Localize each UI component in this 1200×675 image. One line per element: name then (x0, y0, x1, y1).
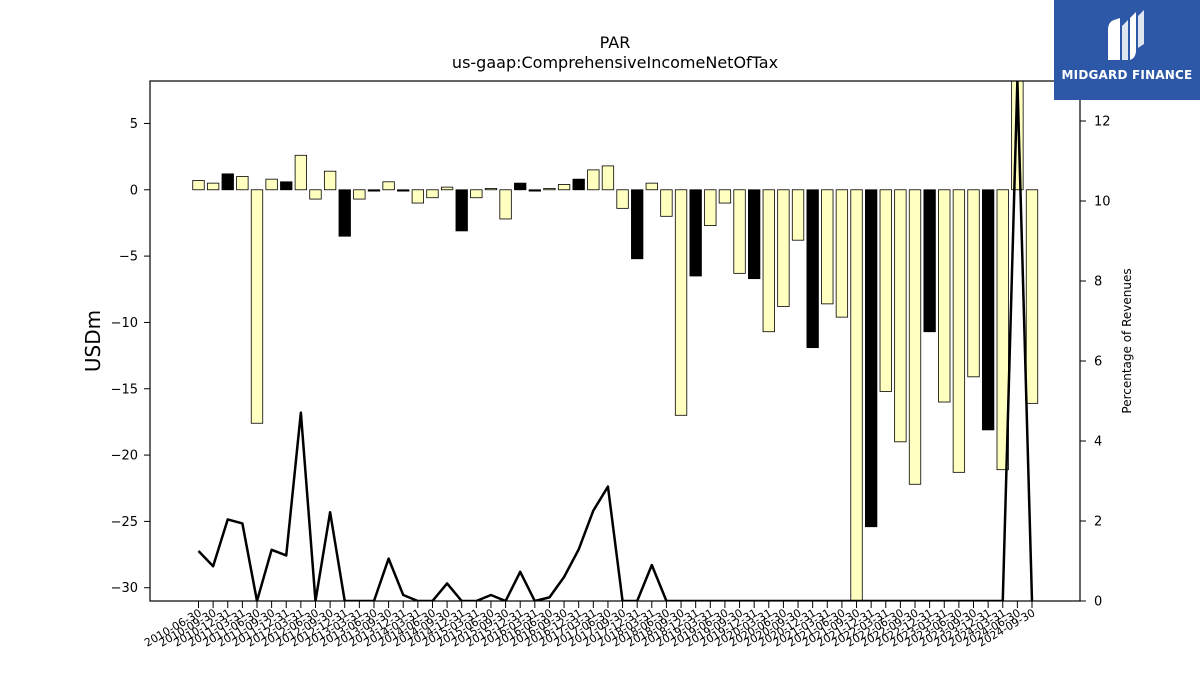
bar-2020-03-31 (762, 189, 775, 333)
bar-2020-12-31 (806, 189, 819, 349)
bar-2024-06-30 (1011, 81, 1024, 191)
y2-tick-label: 10 (1094, 195, 1111, 210)
bar-2023-09-30 (967, 189, 980, 378)
bar-2022-03-31 (879, 189, 892, 392)
bar-2012-12-31 (338, 189, 351, 237)
bar-2018-12-31 (689, 189, 702, 277)
y2-axis-label: Percentage of Revenues (1120, 268, 1134, 413)
y2-tick-label: 12 (1094, 115, 1111, 130)
bar-2015-09-30 (499, 189, 512, 220)
bar-2010-12-31 (221, 173, 234, 191)
y2-tick-label: 4 (1094, 435, 1102, 450)
bar-2012-09-30 (323, 170, 337, 191)
bar-2016-03-31 (528, 189, 541, 192)
bar-2015-12-31 (514, 182, 527, 191)
plot-area (192, 81, 1039, 601)
bar-2022-06-30 (894, 189, 907, 443)
bar-2020-09-30 (791, 189, 805, 241)
bar-2012-06-30 (309, 189, 322, 200)
bar-2013-06-30 (367, 189, 381, 192)
bar-2017-03-31 (587, 169, 600, 191)
bar-2011-06-30 (250, 189, 264, 424)
midgard-logo-icon (1108, 10, 1144, 60)
axes: 50−5−10−15−20−25−300246810122010-06-3020… (111, 80, 1111, 650)
bar-2014-03-31 (411, 189, 424, 204)
bar-2019-03-31 (704, 189, 717, 226)
y2-tick-label: 2 (1094, 515, 1102, 530)
y-tick-label: −30 (111, 581, 138, 596)
bar-2021-03-31 (821, 189, 834, 305)
bar-2023-03-31 (938, 189, 951, 403)
bar-2023-06-30 (952, 189, 966, 473)
bar-2010-06-30 (192, 180, 205, 191)
bar-2011-09-30 (265, 178, 278, 191)
bar-2014-06-30 (426, 189, 439, 199)
bar-2019-06-30 (718, 189, 732, 204)
bar-2019-12-31 (748, 189, 761, 280)
y2-tick-label: 6 (1094, 355, 1102, 370)
y-tick-label: −5 (119, 250, 138, 265)
bar-2016-09-30 (557, 184, 571, 191)
bar-2024-09-30 (1025, 189, 1039, 404)
bar-2017-06-30 (601, 165, 615, 191)
bar-2021-12-31 (865, 189, 878, 528)
bar-2021-06-30 (835, 189, 849, 318)
y-axis-label: USDm (81, 310, 105, 372)
y-tick-label: −20 (111, 449, 138, 464)
bar-2018-03-31 (645, 182, 658, 191)
bar-2017-09-30 (616, 189, 629, 209)
bar-2018-06-30 (660, 189, 673, 217)
bar-2012-03-31 (294, 154, 308, 191)
bar-2014-12-31 (455, 189, 468, 232)
bar-2015-03-31 (470, 189, 483, 199)
bar-2023-12-31 (981, 189, 995, 431)
percentage-line (197, 81, 1034, 601)
bar-2016-12-31 (572, 178, 585, 191)
bar-2018-09-30 (674, 189, 688, 416)
bar-2021-09-30 (850, 189, 863, 601)
bar-2011-03-31 (236, 176, 249, 191)
y2-tick-label: 0 (1094, 595, 1102, 610)
bar-2011-12-31 (280, 181, 293, 191)
y-tick-label: 5 (130, 117, 138, 132)
bar-2022-09-30 (908, 189, 922, 485)
bar-2022-12-31 (923, 189, 936, 333)
bar-2013-09-30 (382, 181, 395, 191)
chart-subtitle: us-gaap:ComprehensiveIncomeNetOfTax (452, 53, 778, 72)
bar-2013-03-31 (353, 189, 366, 200)
bar-2020-06-30 (777, 189, 790, 307)
bar-2014-09-30 (440, 186, 454, 191)
bar-2015-06-30 (484, 188, 498, 191)
y-tick-label: −15 (111, 382, 138, 397)
logo-text: MIDGARD FINANCE (1061, 68, 1193, 82)
bar-2019-09-30 (733, 189, 746, 274)
bar-2017-12-31 (631, 189, 644, 260)
bar-2016-06-30 (543, 188, 556, 191)
bar-2013-12-31 (397, 189, 410, 192)
plot-frame (149, 80, 1081, 602)
bar-2024-03-31 (996, 189, 1009, 471)
bar-2010-09-30 (206, 182, 220, 191)
y-tick-label: −10 (111, 316, 138, 331)
y2-tick-label: 8 (1094, 275, 1102, 290)
y-tick-label: −25 (111, 515, 138, 530)
chart-title: PAR (600, 33, 631, 52)
y-tick-label: 0 (130, 183, 138, 198)
midgard-logo: MIDGARD FINANCE (1054, 0, 1200, 100)
